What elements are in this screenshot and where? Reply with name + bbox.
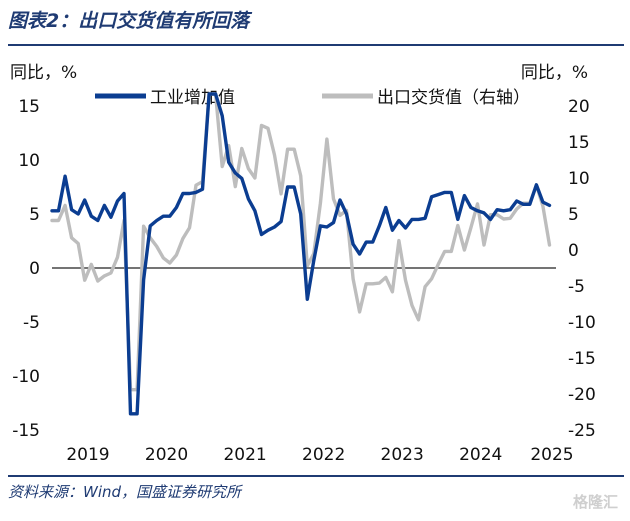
source-rule — [8, 475, 624, 477]
watermark: 格隆汇 — [572, 493, 618, 511]
legend: 工业增加值 出口交货值（右轴） — [95, 88, 530, 108]
line-chart: 同比，% 同比，% 工业增加值 出口交货值（右轴） 15 10 5 0 -5 -10 -15… — [10, 63, 596, 465]
right-tick-label: -10 — [568, 313, 596, 333]
legend-label-series-1: 工业增加值 — [150, 88, 235, 108]
left-tick-label: -15 — [12, 421, 40, 441]
left-tick-label: -5 — [23, 313, 40, 333]
right-tick-label: -25 — [568, 421, 596, 441]
series-layer — [50, 92, 552, 416]
x-tick-label: 2021 — [223, 445, 266, 465]
left-axis-ticks: 15 10 5 0 -5 -10 -15 — [12, 97, 40, 441]
series-line-2 — [50, 92, 552, 392]
x-tick-label: 2025 — [530, 445, 573, 465]
x-tick-label: 2019 — [66, 445, 109, 465]
left-tick-label: 15 — [18, 97, 40, 117]
x-axis-ticks: 2019 2020 2021 2022 2023 2024 2025 — [66, 445, 573, 465]
right-tick-label: 10 — [568, 169, 590, 189]
x-tick-label: 2020 — [145, 445, 188, 465]
right-tick-label: -15 — [568, 349, 596, 369]
x-tick-label: 2023 — [381, 445, 424, 465]
left-tick-label: -10 — [12, 367, 40, 387]
right-tick-label: 5 — [568, 205, 579, 225]
right-tick-label: 0 — [568, 241, 579, 261]
right-tick-label: -5 — [568, 277, 585, 297]
series-line-1 — [50, 92, 552, 416]
x-tick-label: 2022 — [302, 445, 345, 465]
legend-label-series-2: 出口交货值（右轴） — [377, 88, 530, 108]
right-tick-label: -20 — [568, 385, 596, 405]
left-tick-label: 10 — [18, 151, 40, 171]
right-tick-label: 20 — [568, 97, 590, 117]
figure-title: 图表2：出口交货值有所回落 — [8, 10, 250, 32]
left-tick-label: 0 — [29, 259, 40, 279]
x-tick-label: 2024 — [459, 445, 502, 465]
right-axis-label: 同比，% — [521, 63, 588, 83]
left-axis-label: 同比，% — [10, 63, 77, 83]
left-tick-label: 5 — [29, 205, 40, 225]
right-axis-ticks: 20 15 10 5 0 -5 -10 -15 -20 -25 — [568, 97, 596, 441]
right-tick-label: 15 — [568, 133, 590, 153]
title-rule — [8, 44, 624, 46]
source-note: 资料来源：Wind，国盛证券研究所 — [8, 483, 242, 501]
